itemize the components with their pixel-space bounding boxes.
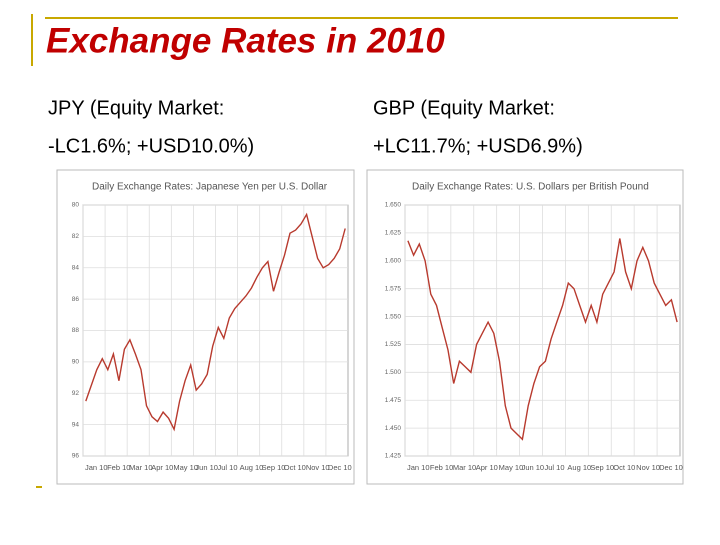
x-tick-label: Feb 10 [107, 463, 130, 472]
panel-heading: JPY (Equity Market: [48, 97, 224, 119]
y-tick-label: 1.625 [385, 230, 402, 237]
x-tick-label: May 10 [173, 463, 198, 472]
x-tick-label: May 10 [499, 463, 524, 472]
x-tick-label: Nov 10 [306, 463, 330, 472]
x-tick-label: Jan 10 [85, 463, 108, 472]
y-tick-label: 1.600 [385, 257, 402, 264]
x-tick-label: Sep 10 [590, 463, 614, 472]
x-tick-label: Aug 10 [240, 463, 264, 472]
y-tick-label: 96 [72, 453, 80, 460]
chart-title: Daily Exchange Rates: Japanese Yen per U… [92, 182, 328, 193]
x-tick-label: Feb 10 [430, 463, 453, 472]
x-tick-label: Dec 10 [659, 463, 683, 472]
y-tick-label: 90 [72, 359, 80, 366]
y-tick-label: 1.425 [385, 453, 402, 460]
x-tick-label: Aug 10 [567, 463, 591, 472]
rate-line [407, 238, 678, 441]
x-tick-label: Jan 10 [407, 463, 430, 472]
x-tick-label: Apr 10 [476, 463, 498, 472]
y-tick-label: 1.575 [385, 285, 402, 292]
y-tick-label: 92 [72, 390, 80, 397]
rate-line [85, 212, 346, 432]
panel-heading: GBP (Equity Market: [373, 97, 555, 119]
x-tick-label: Sep 10 [262, 463, 286, 472]
x-tick-label: Jul 10 [218, 463, 238, 472]
x-tick-label: Jul 10 [545, 463, 565, 472]
chart-title: Daily Exchange Rates: U.S. Dollars per B… [412, 182, 649, 193]
y-tick-label: 84 [72, 264, 80, 271]
y-tick-label: 1.450 [385, 425, 402, 432]
y-tick-label: 1.650 [385, 202, 402, 209]
x-tick-label: Apr 10 [151, 463, 173, 472]
y-tick-label: 82 [72, 233, 80, 240]
y-tick-label: 1.550 [385, 313, 402, 320]
panel-heading: +LC11.7%; +USD6.9%) [373, 135, 583, 157]
y-tick-label: 80 [72, 202, 80, 209]
x-tick-label: Oct 10 [613, 463, 635, 472]
y-tick-label: 86 [72, 296, 80, 303]
y-tick-label: 88 [72, 327, 80, 334]
x-tick-label: Mar 10 [453, 463, 476, 472]
x-tick-label: Nov 10 [636, 463, 660, 472]
x-tick-label: Jun 10 [195, 463, 218, 472]
y-tick-label: 1.525 [385, 341, 402, 348]
y-tick-label: 1.475 [385, 397, 402, 404]
slide-title: Exchange Rates in 2010 [46, 21, 445, 60]
x-tick-label: Mar 10 [129, 463, 152, 472]
panel-heading: -LC1.6%; +USD10.0%) [48, 135, 254, 157]
x-tick-label: Jun 10 [522, 463, 545, 472]
y-tick-label: 94 [72, 421, 80, 428]
x-tick-label: Dec 10 [328, 463, 352, 472]
x-tick-label: Oct 10 [284, 463, 306, 472]
y-tick-label: 1.500 [385, 369, 402, 376]
